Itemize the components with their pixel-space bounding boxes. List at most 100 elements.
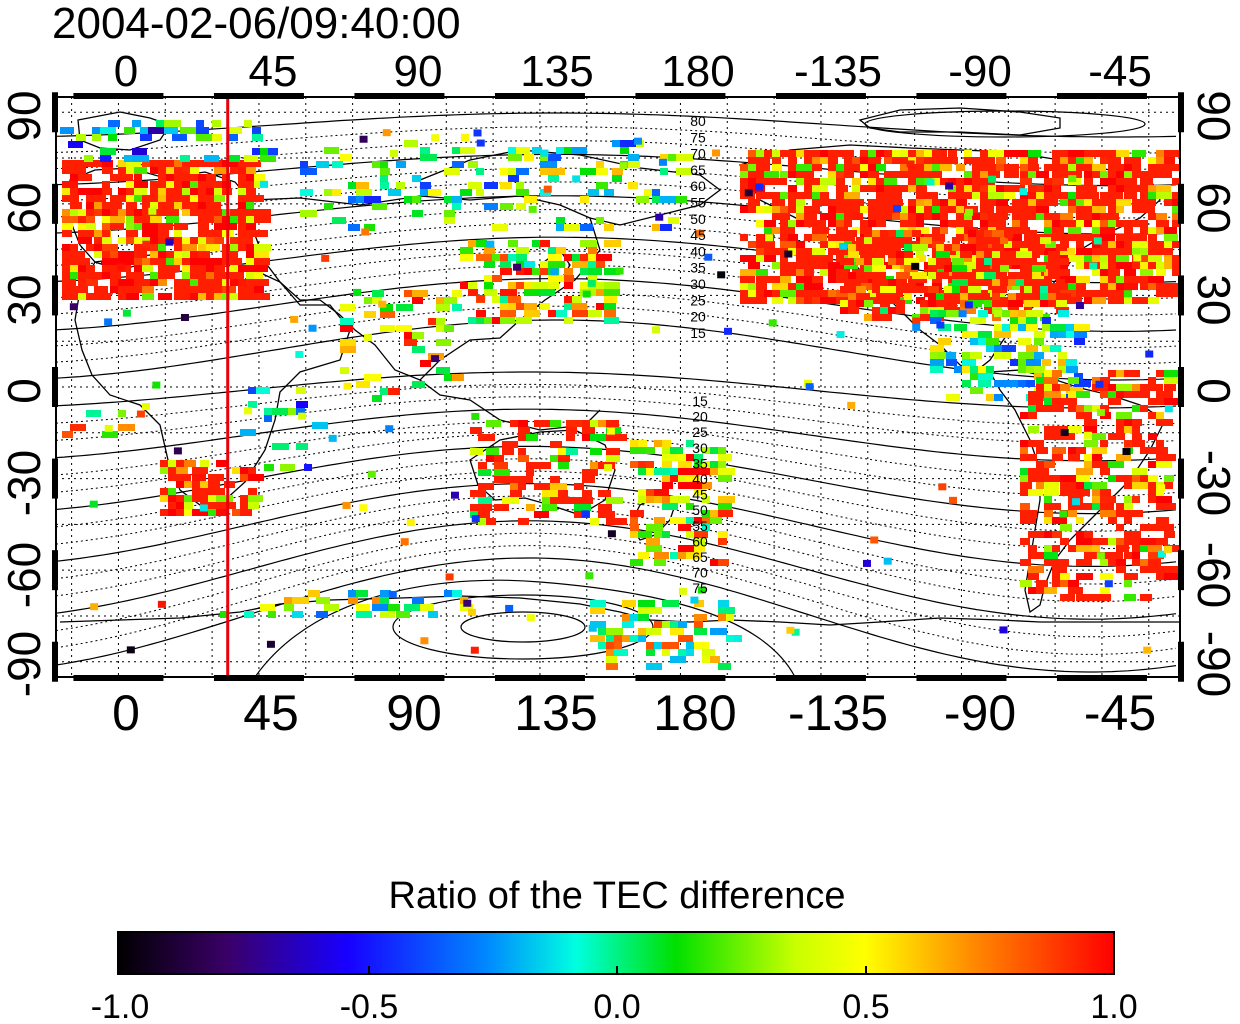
tec-cell: [214, 181, 229, 188]
tec-cell: [516, 147, 530, 154]
tec-cell: [412, 196, 420, 203]
tec-cell: [756, 283, 767, 290]
tec-cell: [796, 206, 807, 213]
tec-cell: [1140, 171, 1157, 178]
tec-cell: [588, 310, 602, 317]
tec-cell: [710, 447, 720, 454]
tec-cell: [222, 174, 230, 181]
tec-cell: [1172, 262, 1180, 269]
tec-cell: [230, 265, 240, 272]
tec-cell: [948, 206, 956, 213]
tec-cell: [534, 462, 551, 469]
tec-cell: [694, 468, 710, 475]
tec-cell: [1060, 398, 1068, 405]
tec-cell: [1068, 192, 1082, 199]
tec-cell: [880, 286, 896, 293]
tec-cell: [1084, 594, 1099, 601]
lon-tick-bottom: 90: [386, 685, 442, 741]
tec-cell: [844, 164, 852, 171]
tec-cell: [1004, 171, 1019, 178]
tec-cell: [1028, 475, 1045, 482]
tec-cell: [564, 282, 573, 289]
tec-cell: [62, 272, 73, 279]
tec-cell: [936, 251, 950, 258]
tec-cell: [980, 164, 994, 171]
tec-cell: [224, 502, 236, 509]
tec-cell: [844, 150, 854, 157]
tec-cell: [940, 178, 950, 185]
tec-cell: [968, 286, 981, 293]
tec-cell: [190, 188, 205, 195]
tec-cell: [952, 237, 960, 244]
tec-cell: [180, 127, 197, 134]
tec-cell: [452, 161, 464, 168]
tec-cell: [564, 224, 580, 231]
tec-cell: [254, 244, 271, 251]
tec-cell: [1124, 241, 1134, 248]
tec-cell: [1036, 461, 1048, 468]
tec-cell: [230, 160, 239, 167]
tec-cell: [962, 359, 976, 366]
tec-cell: [772, 150, 781, 157]
tec-cell: [986, 366, 994, 373]
tec-cell: [1104, 580, 1113, 588]
tec-cell: [1124, 276, 1133, 283]
lat-tick-right: -60: [1188, 542, 1240, 608]
tec-cell: [548, 310, 563, 317]
tec-cell: [548, 247, 561, 254]
tec-cell: [214, 286, 226, 293]
frame-tick: [354, 675, 445, 681]
tec-cell: [484, 317, 495, 324]
tec-cell: [772, 290, 783, 297]
tec-cell: [471, 515, 480, 523]
tec-cell: [670, 447, 683, 454]
tec-cell: [508, 168, 521, 175]
tec-cell: [502, 476, 519, 483]
tec-cell: [1116, 255, 1129, 262]
tec-cell: [1164, 290, 1178, 297]
tec-cell: [1012, 150, 1025, 157]
frame-tick: [52, 92, 58, 133]
tec-cell: [412, 346, 425, 353]
tec-cell: [1172, 206, 1180, 213]
tec-cell: [906, 160, 915, 168]
tec-cell: [1052, 185, 1060, 192]
tec-cell: [1060, 269, 1070, 276]
tec-cell: [148, 127, 164, 134]
tec-cell: [1018, 310, 1029, 317]
tec-cell: [972, 178, 985, 185]
tec-cell: [494, 476, 503, 483]
contour-label: 45: [690, 227, 706, 243]
tec-cell: [999, 626, 1008, 634]
tec-cell: [126, 216, 138, 223]
tec-cell: [588, 624, 597, 632]
tec-cell: [404, 339, 417, 346]
tec-cell: [988, 175, 997, 183]
tec-cell: [476, 168, 484, 175]
tec-cell: [960, 272, 971, 279]
tec-cell: [1010, 324, 1021, 331]
tec-cell: [1100, 241, 1115, 248]
tec-cell: [916, 178, 926, 185]
frame-tick: [1178, 92, 1184, 133]
tec-cell: [734, 635, 742, 642]
tec-cell: [246, 272, 257, 279]
tec-cell: [1008, 293, 1018, 300]
tec-cell: [828, 234, 844, 241]
tec-cell: [78, 237, 92, 244]
tec-cell: [748, 178, 758, 185]
contour-label: 65: [690, 162, 706, 178]
tec-cell: [86, 195, 101, 202]
tec-cell: [892, 185, 901, 192]
tec-cell: [1026, 310, 1043, 317]
tec-cell: [756, 220, 770, 227]
tec-cell: [948, 185, 961, 192]
tec-cell: [1052, 447, 1066, 454]
tec-cell: [182, 209, 196, 216]
tec-cell: [70, 272, 84, 279]
tec-cell: [964, 192, 978, 199]
tec-cell: [588, 189, 599, 196]
lon-tick-top: -90: [948, 47, 1012, 96]
tec-cell: [980, 199, 990, 206]
tec-cell: [936, 244, 946, 251]
